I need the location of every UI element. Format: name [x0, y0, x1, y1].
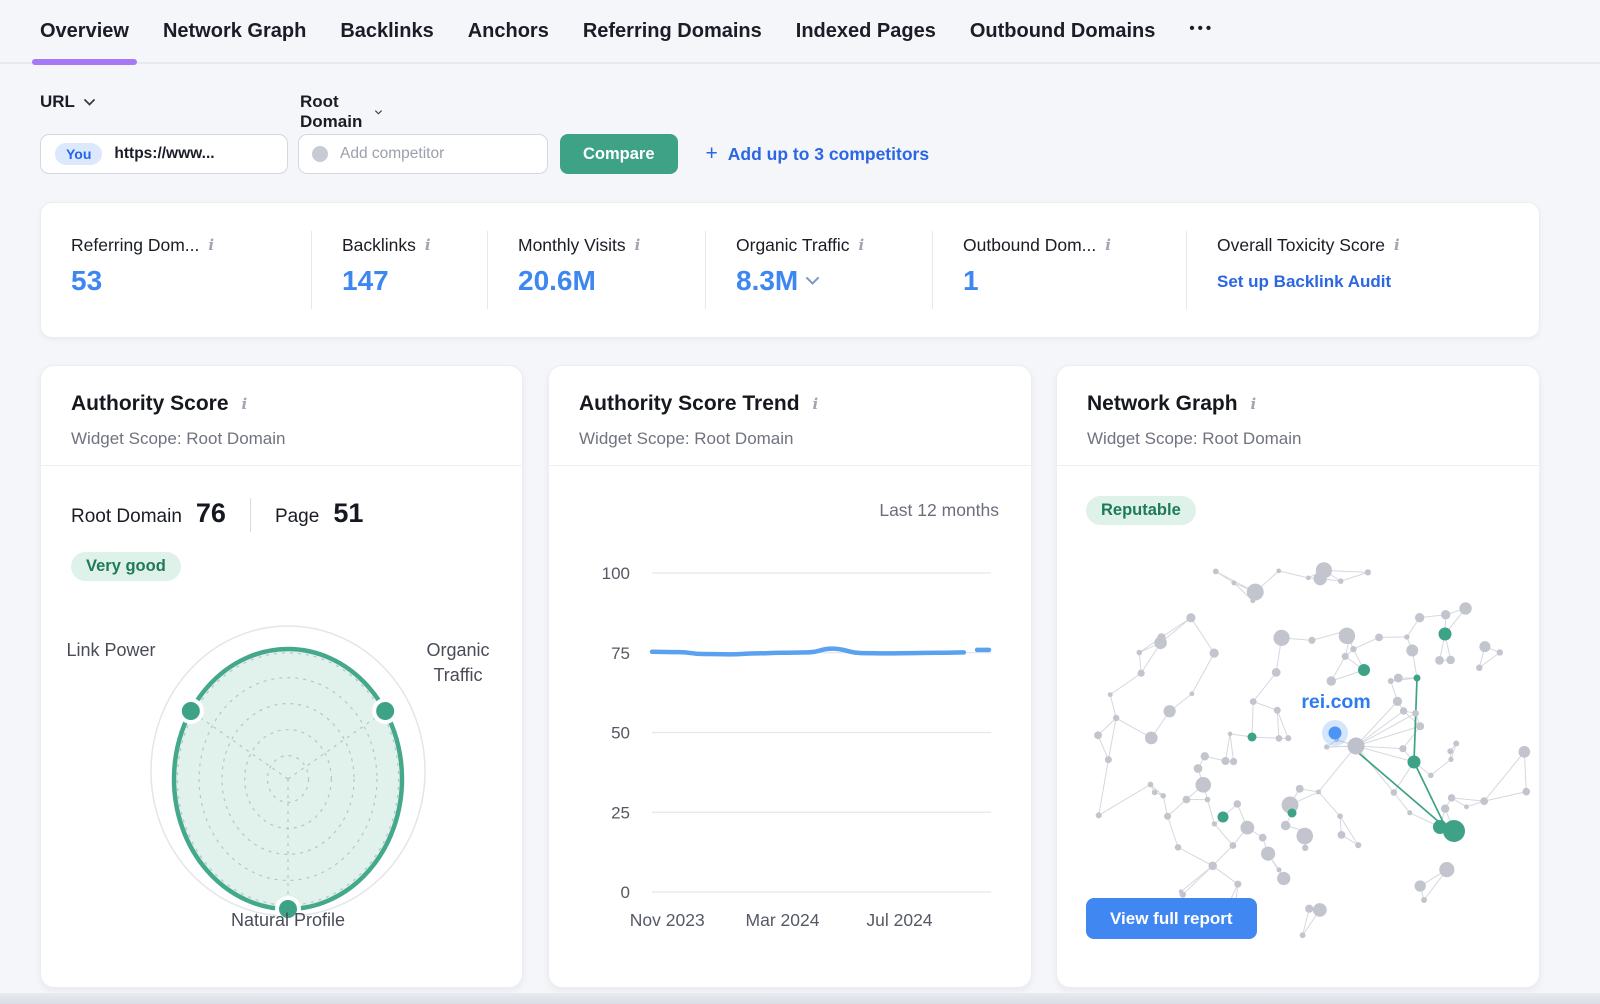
- you-badge: You: [55, 143, 103, 165]
- scope-label: Root Domain: [300, 92, 363, 131]
- add-competitors-label: Add up to 3 competitors: [727, 143, 930, 164]
- svg-text:25: 25: [611, 803, 630, 822]
- metric-label: Backlinks: [342, 235, 416, 255]
- metric-label: Outbound Dom...: [963, 235, 1097, 255]
- svg-text:Jul 2024: Jul 2024: [866, 910, 932, 930]
- more-tabs-icon[interactable]: •••: [1189, 19, 1215, 37]
- tab-backlinks[interactable]: Backlinks: [340, 19, 434, 42]
- you-domain-input[interactable]: You https://www...: [40, 134, 288, 174]
- tab-referring-domains[interactable]: Referring Domains: [582, 19, 762, 42]
- metric-value: 1: [963, 265, 979, 296]
- tab-overview[interactable]: Overview: [32, 0, 137, 65]
- authority-score-trend-card: Authority Score Trend Widget Scope: Root…: [548, 365, 1032, 988]
- root-domain-score-value: 76: [195, 498, 226, 528]
- metric-backlinks: Backlinks 147: [311, 231, 487, 309]
- metric-value: 8.3M: [736, 265, 799, 296]
- svg-text:Nov 2023: Nov 2023: [630, 910, 705, 930]
- scope-dropdown[interactable]: Root Domain: [300, 92, 383, 132]
- network-graph-card: Network Graph Widget Scope: Root Domain …: [1056, 365, 1540, 988]
- info-icon[interactable]: [1394, 238, 1400, 253]
- tab-outbound-domains[interactable]: Outbound Domains: [969, 19, 1156, 42]
- authority-score-radar-chart: [150, 625, 426, 922]
- metric-organic-traffic: Organic Traffic 8.3M: [705, 231, 932, 309]
- compare-button[interactable]: Compare: [560, 134, 678, 174]
- page-score-label: Page: [274, 506, 320, 527]
- root-domain-score-label: Root Domain: [71, 506, 182, 527]
- summary-metrics-bar: Referring Dom... 53 Backlinks 147 Monthl…: [40, 202, 1540, 338]
- metric-referring-domains: Referring Dom... 53: [41, 231, 311, 309]
- metric-toxicity-score: Overall Toxicity Score Set up Backlink A…: [1186, 231, 1539, 309]
- page-score-value: 51: [333, 498, 364, 528]
- card-title: Authority Score Trend: [579, 392, 800, 415]
- info-icon[interactable]: [858, 238, 864, 253]
- card-header: Network Graph Widget Scope: Root Domain: [1057, 366, 1539, 466]
- info-icon[interactable]: [242, 397, 248, 412]
- svg-text:75: 75: [611, 644, 630, 663]
- metric-label: Referring Dom...: [71, 235, 200, 255]
- add-competitors-link[interactable]: Add up to 3 competitors: [706, 142, 930, 166]
- backlink-network-graph: rei.com: [1094, 562, 1531, 939]
- tab-anchors[interactable]: Anchors: [467, 19, 549, 42]
- trend-range-label: Last 12 months: [879, 500, 999, 520]
- compare-bar: You https://www... Compare Add up to 3 c…: [40, 134, 929, 174]
- info-icon[interactable]: [1251, 397, 1257, 412]
- info-icon[interactable]: [425, 238, 431, 253]
- radar-axis-link-power: Link Power: [66, 640, 156, 660]
- metric-label: Overall Toxicity Score: [1217, 235, 1385, 255]
- metric-value: 20.6M: [518, 265, 596, 296]
- url-type-label: URL: [40, 92, 75, 111]
- authority-rating-badge: Very good: [71, 552, 181, 581]
- widget-scope: Widget Scope: Root Domain: [579, 429, 794, 448]
- card-title: Authority Score: [71, 392, 229, 415]
- metric-label: Organic Traffic: [736, 235, 850, 255]
- card-title: Network Graph: [1087, 392, 1238, 415]
- view-full-report-button[interactable]: View full report: [1086, 898, 1257, 939]
- metric-label: Monthly Visits: [518, 235, 626, 255]
- plus-icon: [706, 142, 718, 166]
- widget-scope: Widget Scope: Root Domain: [1087, 429, 1302, 448]
- authority-score-card: Authority Score Widget Scope: Root Domai…: [40, 365, 523, 988]
- svg-text:Mar 2024: Mar 2024: [746, 910, 820, 930]
- page-bottom-edge: [0, 993, 1600, 1004]
- info-icon[interactable]: [635, 238, 641, 253]
- metric-monthly-visits: Monthly Visits 20.6M: [487, 231, 705, 309]
- tab-indexed-pages[interactable]: Indexed Pages: [795, 19, 936, 42]
- radar-axis-organic-traffic: Organic Traffic: [426, 640, 490, 685]
- network-rating-badge: Reputable: [1086, 496, 1196, 525]
- chevron-down-icon: [375, 109, 383, 115]
- widget-scope: Widget Scope: Root Domain: [71, 429, 286, 448]
- svg-text:rei.com: rei.com: [1301, 691, 1370, 713]
- competitor-dot-icon: [312, 146, 328, 162]
- svg-text:100: 100: [602, 564, 630, 583]
- metric-value: 147: [342, 265, 389, 296]
- radar-axis-natural-profile: Natural Profile: [230, 910, 346, 930]
- url-type-dropdown[interactable]: URL: [40, 92, 95, 112]
- divider: [249, 498, 251, 532]
- you-domain-value: https://www...: [114, 145, 215, 162]
- svg-text:50: 50: [611, 724, 630, 743]
- chevron-down-icon: [84, 98, 95, 106]
- add-competitor-field[interactable]: [298, 134, 548, 174]
- filter-row: URL Root Domain: [40, 92, 383, 131]
- card-header: Authority Score Widget Scope: Root Domai…: [41, 366, 522, 466]
- info-icon[interactable]: [1105, 238, 1111, 253]
- card-header: Authority Score Trend Widget Scope: Root…: [549, 366, 1031, 466]
- tab-network-graph[interactable]: Network Graph: [162, 19, 307, 42]
- svg-text:0: 0: [621, 883, 630, 902]
- setup-backlink-audit-link[interactable]: Set up Backlink Audit: [1217, 272, 1392, 291]
- top-tab-bar: Overview Network Graph Backlinks Anchors…: [0, 0, 1600, 65]
- metric-outbound-domains: Outbound Dom... 1: [932, 231, 1186, 309]
- info-icon[interactable]: [208, 238, 214, 253]
- add-competitor-input[interactable]: [338, 144, 534, 164]
- chevron-down-icon[interactable]: [806, 277, 820, 285]
- metric-value: 53: [71, 265, 103, 296]
- score-row: Root Domain 76 Page 51: [71, 498, 363, 532]
